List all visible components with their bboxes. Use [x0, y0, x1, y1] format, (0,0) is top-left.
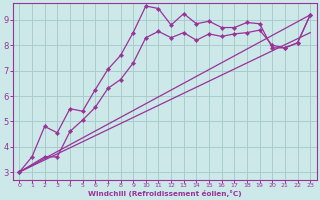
X-axis label: Windchill (Refroidissement éolien,°C): Windchill (Refroidissement éolien,°C)	[88, 190, 242, 197]
